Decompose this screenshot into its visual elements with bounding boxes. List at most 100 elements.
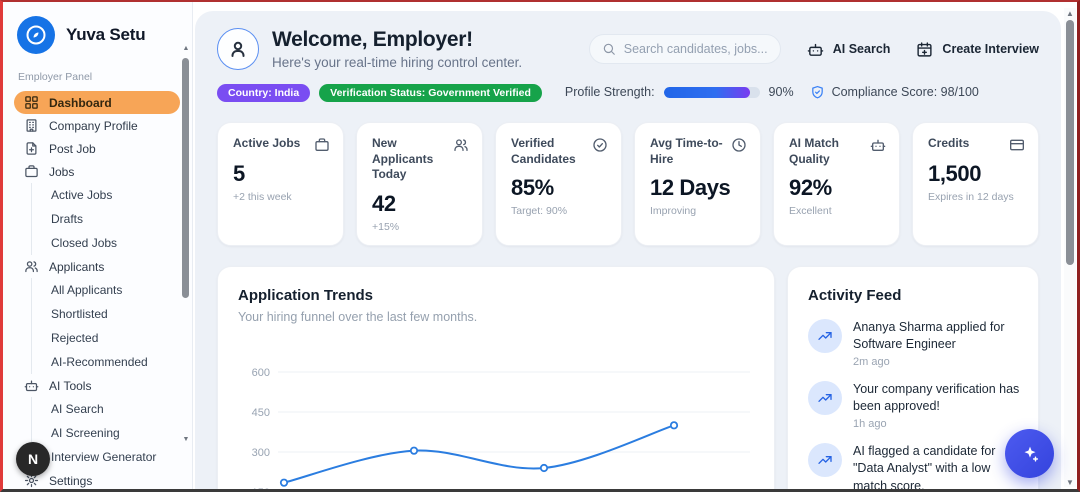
- sidebar-subgroup-applicants: All Applicants Shortlisted Rejected AI-Reco…: [31, 278, 180, 374]
- compliance-score: Compliance Score: 98/100: [810, 85, 979, 100]
- activity-icon-bubble: [808, 442, 842, 477]
- sidebar-item-label: Dashboard: [49, 95, 112, 110]
- activity-icon-bubble: [808, 380, 842, 415]
- bot-icon: [870, 137, 886, 153]
- sidebar-item-ai-recommended[interactable]: AI-Recommended: [51, 355, 148, 369]
- scroll-down-icon[interactable]: ▼: [182, 435, 190, 443]
- sidebar-item-rejected[interactable]: Rejected: [51, 331, 99, 345]
- ai-assistant-fab[interactable]: [1005, 429, 1054, 478]
- stat-card-active-jobs: Active Jobs 5 +2 this week: [217, 122, 344, 246]
- assistant-bubble[interactable]: N: [16, 442, 50, 476]
- sidebar-item-ai-screening[interactable]: AI Screening: [51, 426, 120, 440]
- page-subtitle: Here's your real-time hiring control cen…: [272, 55, 523, 70]
- app-logo: [17, 16, 55, 54]
- stat-card-credits: Credits 1,500 Expires in 12 days: [912, 122, 1039, 246]
- sidebar-nav: Dashboard Company Profile Post Job Jobs Acti…: [3, 91, 192, 489]
- sidebar-scrollbar[interactable]: ▲ ▼: [181, 44, 191, 443]
- sidebar-item-shortlisted[interactable]: Shortlisted: [51, 307, 108, 321]
- app-name: Yuva Setu: [66, 25, 146, 44]
- sidebar-item-company-profile[interactable]: Company Profile: [14, 114, 180, 137]
- sidebar-scrollbar-thumb[interactable]: [182, 58, 189, 298]
- building-icon: [24, 118, 39, 133]
- sparkles-icon: [1019, 443, 1041, 465]
- sidebar-item-post-job[interactable]: Post Job: [14, 137, 180, 160]
- activity-icon-bubble: [808, 318, 842, 353]
- activity-text: AI flagged a candidate for "Data Analyst…: [853, 443, 996, 489]
- stat-value: 12 Days: [650, 175, 731, 201]
- stat-card-avg-time-to-hire: Avg Time-to-Hire 12 Days Improving: [634, 122, 761, 246]
- stat-subtext: +15%: [372, 220, 400, 233]
- header-row: Welcome, Employer! Here's your real-time…: [217, 28, 1039, 70]
- stat-title: Avg Time-to-Hire: [650, 136, 723, 166]
- stat-title: Verified Candidates: [511, 136, 576, 166]
- sidebar-item-active-jobs[interactable]: Active Jobs: [51, 188, 113, 202]
- svg-text:600: 600: [252, 367, 270, 379]
- profile-strength-label: Profile Strength:: [564, 85, 655, 99]
- sidebar-item-label: AI Tools: [49, 378, 92, 393]
- activity-item: AI flagged a candidate for "Data Analyst…: [808, 442, 1020, 489]
- stat-subtext: Target: 90%: [511, 205, 568, 218]
- header-actions: AI Search Create Interview: [588, 34, 1039, 64]
- create-interview-button[interactable]: Create Interview: [916, 41, 1039, 58]
- file-plus-icon: [24, 141, 39, 156]
- svg-text:300: 300: [252, 447, 270, 459]
- search-input[interactable]: [623, 42, 768, 56]
- application-trends-card: Application Trends Your hiring funnel ov…: [217, 265, 775, 489]
- svg-text:150: 150: [252, 487, 270, 489]
- stat-value: 1,500: [928, 161, 982, 186]
- application-trends-chart: 6004503001500: [252, 367, 750, 489]
- profile-strength-fill: [663, 86, 750, 98]
- activity-body: Ananya Sharma applied for Software Engin…: [853, 319, 1020, 368]
- sidebar-item-drafts[interactable]: Drafts: [51, 212, 84, 226]
- main-scrollbar[interactable]: ▲ ▼: [1064, 8, 1076, 487]
- sidebar-item-closed-jobs[interactable]: Closed Jobs: [51, 236, 118, 250]
- stats-row: Active Jobs 5 +2 this week New Applicants T…: [217, 122, 1039, 246]
- stat-title: Credits: [928, 136, 970, 150]
- stat-subtext: Expires in 12 days: [928, 191, 1014, 203]
- stat-card-header: Verified Candidates: [511, 136, 608, 167]
- badge-country: Country: India: [217, 84, 311, 102]
- scroll-up-icon[interactable]: ▲: [182, 44, 190, 52]
- sidebar-item-applicants[interactable]: Applicants: [14, 255, 180, 278]
- sidebar-item-dashboard[interactable]: Dashboard: [14, 91, 180, 114]
- users-icon: [453, 137, 469, 153]
- compliance-label: Compliance Score: 98/100: [831, 85, 979, 99]
- activity-time: 2m ago: [853, 355, 890, 368]
- sidebar-item-label: Settings: [49, 473, 93, 488]
- main-panel: Welcome, Employer! Here's your real-time…: [195, 11, 1061, 489]
- stat-subtext: +2 this week: [233, 191, 292, 203]
- person-icon: [226, 37, 250, 61]
- sidebar-item-ai-search[interactable]: AI Search: [51, 402, 104, 416]
- main-area: Welcome, Employer! Here's your real-time…: [193, 2, 1077, 489]
- stat-subtext: Excellent: [789, 205, 832, 218]
- sidebar-item-ai-tools[interactable]: AI Tools: [14, 374, 180, 397]
- main-scrollbar-thumb[interactable]: [1066, 20, 1074, 265]
- search-icon: [602, 42, 616, 56]
- activity-text: Ananya Sharma applied for Software Engin…: [853, 319, 1005, 352]
- scroll-down-icon[interactable]: ▼: [1066, 477, 1074, 487]
- scroll-up-icon[interactable]: ▲: [1066, 8, 1074, 18]
- badge-verification-status: Verification Status: Government Verified: [319, 84, 542, 102]
- sidebar-item-label: Jobs: [49, 164, 75, 179]
- ai-search-button[interactable]: AI Search: [807, 41, 890, 58]
- stat-card-new-applicants-today: New Applicants Today 42 +15%: [356, 122, 483, 246]
- page-title: Welcome, Employer!: [272, 28, 473, 51]
- layout-grid-icon: [24, 95, 39, 110]
- profile-strength-bar: [663, 86, 760, 98]
- briefcase-icon: [314, 137, 330, 153]
- sidebar-item-interview-generator[interactable]: Interview Generator: [51, 450, 157, 464]
- sidebar-item-all-applicants[interactable]: All Applicants: [51, 283, 123, 297]
- sidebar-item-jobs[interactable]: Jobs: [14, 160, 180, 183]
- sidebar-item-label: Post Job: [49, 141, 96, 156]
- logo-row: Yuva Setu: [3, 12, 192, 58]
- sidebar-item-label: Company Profile: [49, 118, 138, 133]
- badge-row: Country: India Verification Status: Gover…: [217, 83, 1039, 102]
- sidebar-subgroup-jobs: Active Jobs Drafts Closed Jobs: [31, 183, 180, 255]
- search-bar[interactable]: [588, 34, 781, 64]
- profile-strength-value: 90%: [768, 85, 794, 99]
- trending-up-icon: [817, 452, 833, 468]
- activity-time: 1h ago: [853, 417, 887, 430]
- stat-title: Active Jobs: [233, 136, 301, 150]
- activity-feed-card: Activity Feed Ananya Sharma applied for …: [787, 265, 1039, 489]
